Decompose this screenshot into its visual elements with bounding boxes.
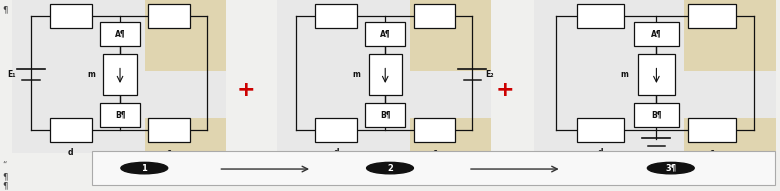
Bar bbox=[638, 54, 675, 95]
Bar bbox=[145, 0, 226, 71]
Text: c: c bbox=[167, 148, 172, 158]
Text: B¶: B¶ bbox=[115, 111, 126, 120]
Bar bbox=[50, 4, 91, 28]
Bar bbox=[277, 0, 491, 153]
Bar bbox=[369, 54, 402, 95]
Bar bbox=[577, 4, 624, 28]
Bar bbox=[534, 0, 776, 153]
Text: d: d bbox=[68, 148, 73, 158]
Bar bbox=[100, 103, 140, 127]
Bar bbox=[410, 0, 491, 71]
Text: B¶: B¶ bbox=[651, 111, 661, 120]
Text: ¶: ¶ bbox=[2, 172, 8, 181]
Bar bbox=[365, 22, 405, 46]
Text: m: m bbox=[352, 70, 360, 79]
Bar bbox=[148, 118, 190, 142]
Text: m: m bbox=[620, 70, 628, 79]
Bar bbox=[365, 103, 405, 127]
Text: c: c bbox=[432, 148, 437, 158]
Text: A¶: A¶ bbox=[115, 29, 126, 38]
Bar bbox=[634, 103, 679, 127]
Text: +: + bbox=[236, 80, 255, 100]
Circle shape bbox=[121, 162, 168, 174]
Bar bbox=[50, 118, 91, 142]
Text: B¶: B¶ bbox=[380, 111, 391, 120]
Text: A¶: A¶ bbox=[380, 29, 391, 38]
Bar bbox=[634, 22, 679, 46]
Bar bbox=[92, 151, 775, 185]
Bar bbox=[689, 4, 736, 28]
Circle shape bbox=[367, 162, 413, 174]
Text: c: c bbox=[710, 148, 714, 158]
Text: ¶: ¶ bbox=[2, 6, 8, 15]
Text: E₁: E₁ bbox=[7, 70, 16, 79]
Bar bbox=[104, 54, 136, 95]
Bar bbox=[148, 4, 190, 28]
Text: d: d bbox=[598, 148, 604, 158]
Text: 2: 2 bbox=[387, 163, 393, 173]
Bar bbox=[145, 118, 226, 153]
Bar bbox=[315, 4, 356, 28]
Text: d: d bbox=[333, 148, 339, 158]
Bar bbox=[684, 0, 776, 71]
Bar bbox=[689, 118, 736, 142]
Text: E₂: E₂ bbox=[485, 70, 494, 79]
Bar bbox=[413, 118, 456, 142]
Bar bbox=[315, 118, 356, 142]
Text: “: “ bbox=[2, 160, 7, 169]
Circle shape bbox=[647, 162, 694, 174]
Bar bbox=[684, 118, 776, 153]
Bar bbox=[577, 118, 624, 142]
Bar bbox=[12, 0, 226, 153]
Text: 3¶: 3¶ bbox=[665, 163, 676, 173]
Text: A¶: A¶ bbox=[651, 29, 661, 38]
Bar bbox=[413, 4, 456, 28]
Bar bbox=[100, 22, 140, 46]
Bar bbox=[410, 118, 491, 153]
Text: ¶: ¶ bbox=[2, 181, 8, 190]
Text: 1: 1 bbox=[141, 163, 147, 173]
Text: E₃: E₃ bbox=[652, 153, 661, 162]
Text: +: + bbox=[495, 80, 514, 100]
Text: m: m bbox=[87, 70, 95, 79]
